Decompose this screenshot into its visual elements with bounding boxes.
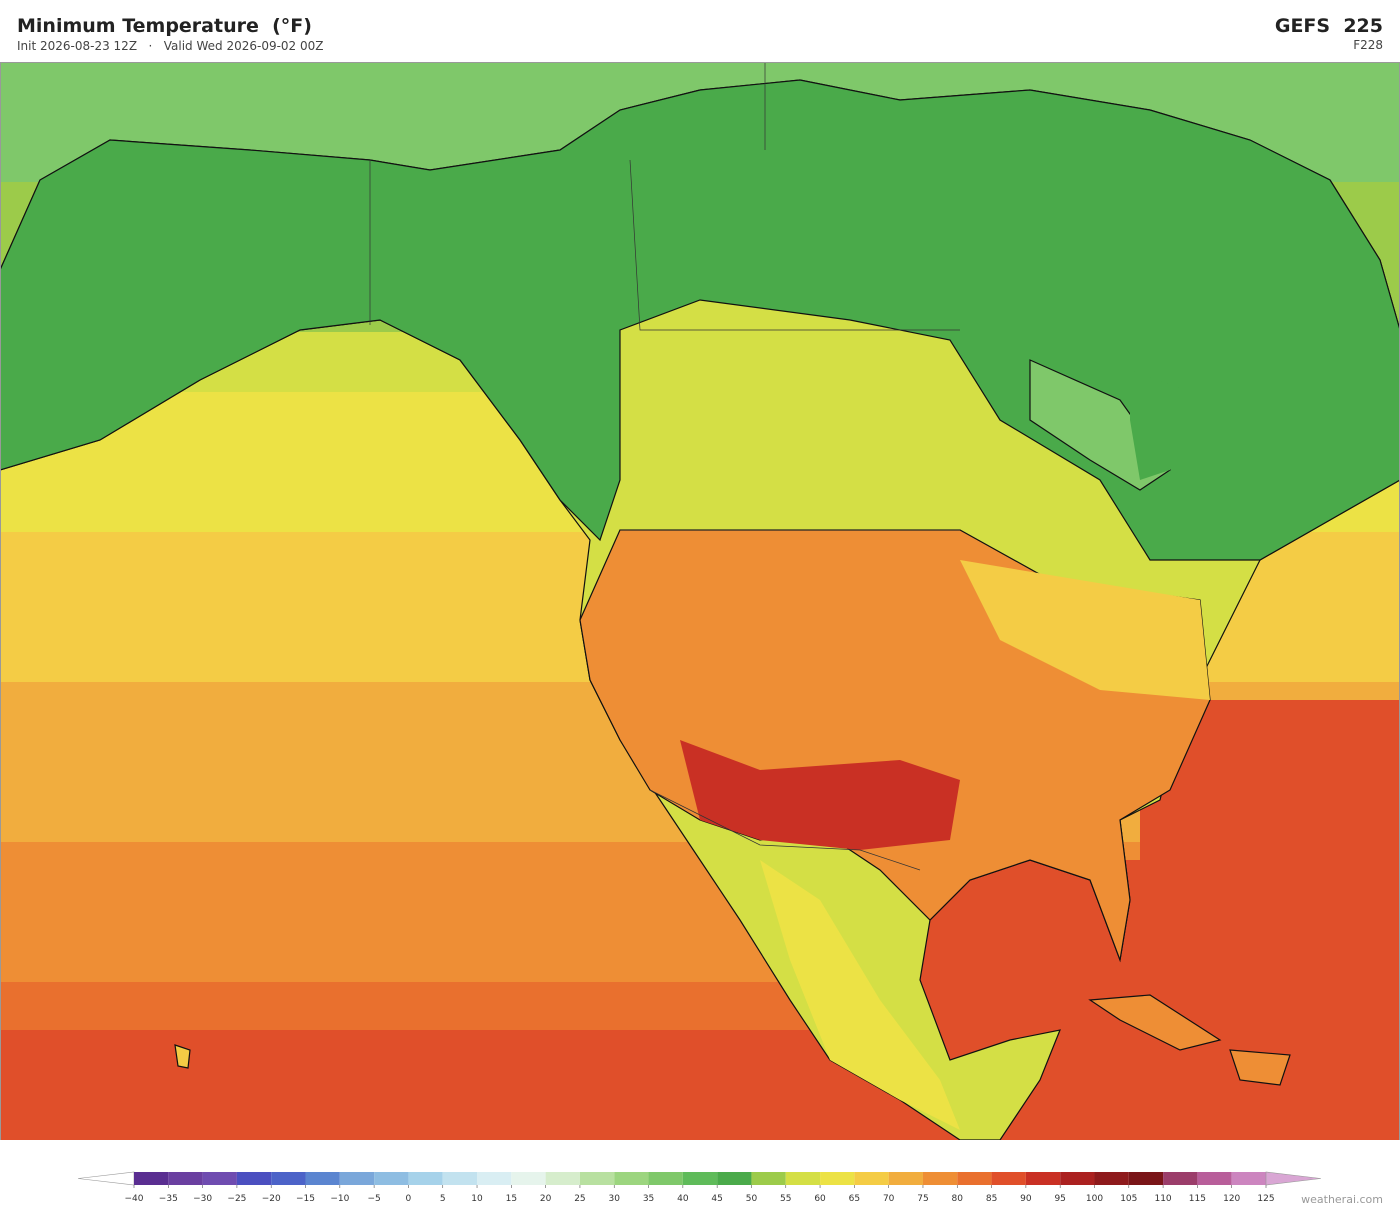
- colorbar-bin: [717, 1172, 752, 1185]
- colorbar-bin: [1197, 1172, 1232, 1185]
- colorbar-tick-label: −15: [296, 1194, 315, 1204]
- colorbar-over: [1265, 1171, 1321, 1186]
- colorbar-tick-label: 85: [986, 1194, 997, 1204]
- colorbar-bin: [271, 1172, 306, 1185]
- colorbar-bin: [408, 1172, 443, 1185]
- colorbar-under: [77, 1171, 135, 1186]
- colorbar-bin: [922, 1172, 958, 1185]
- subtitle: Init 2026-08-23 12Z · Valid Wed 2026-09-…: [17, 39, 324, 53]
- colorbar-tick-label: 45: [711, 1194, 722, 1204]
- colorbar-bin: [305, 1172, 340, 1185]
- colorbar-bin: [751, 1172, 786, 1185]
- colorbar-tick-label: 125: [1257, 1194, 1274, 1204]
- colorbar-bin: [545, 1172, 580, 1185]
- colorbar-bin: [648, 1172, 683, 1185]
- colorbar-tick-label: 70: [883, 1194, 895, 1204]
- colorbar-bin: [1231, 1172, 1266, 1185]
- colorbar-tick-label: 75: [917, 1194, 928, 1204]
- colorbar-bin: [1060, 1172, 1095, 1185]
- colorbar-bin: [168, 1172, 203, 1185]
- colorbar-bin: [888, 1172, 923, 1185]
- colorbar-bin: [1163, 1172, 1198, 1185]
- colorbar-bin: [236, 1172, 272, 1185]
- colorbar-tick-label: −25: [227, 1194, 246, 1204]
- colorbar-tick-label: 95: [1054, 1194, 1065, 1204]
- colorbar-bin: [957, 1172, 992, 1185]
- colorbar-tick-label: 105: [1120, 1194, 1137, 1204]
- colorbar-bin: [1025, 1172, 1061, 1185]
- colorbar-tick-label: 15: [506, 1194, 517, 1204]
- colorbar-tick-label: −35: [159, 1194, 178, 1204]
- title: Minimum Temperature (°F): [17, 15, 312, 37]
- forecast-hour: F228: [1353, 38, 1383, 52]
- colorbar-tick-label: 90: [1020, 1194, 1032, 1204]
- colorbar-tick-label: 50: [746, 1194, 758, 1204]
- colorbar-bin: [579, 1172, 615, 1185]
- colorbar-tick-label: 25: [574, 1194, 585, 1204]
- colorbar-bin: [991, 1172, 1026, 1185]
- colorbar-bin: [614, 1172, 649, 1185]
- colorbar-tick-label: −10: [330, 1194, 349, 1204]
- colorbar-tick-label: 65: [849, 1194, 860, 1204]
- credit: weatherai.com: [1301, 1193, 1383, 1206]
- borders: [369, 62, 960, 871]
- colorbar-tick-label: 20: [540, 1194, 552, 1204]
- colorbar-tick-label: 0: [406, 1194, 412, 1204]
- colorbar-tick-label: −40: [125, 1194, 144, 1204]
- map: [0, 62, 1400, 1140]
- colorbar-bin: [854, 1172, 889, 1185]
- colorbar-bin: [202, 1172, 237, 1185]
- colorbar-bin: [820, 1172, 855, 1185]
- colorbar-tick-label: −5: [367, 1194, 380, 1204]
- model: GEFS 225: [1274, 15, 1383, 37]
- colorbar-tick-label: 40: [677, 1194, 689, 1204]
- colorbar-tick-label: 110: [1154, 1194, 1171, 1204]
- colorbar-tick-label: −20: [262, 1194, 281, 1204]
- colorbar-tick-label: 5: [440, 1194, 446, 1204]
- colorbar-tick-label: 60: [814, 1194, 826, 1204]
- colorbar-tick-label: 120: [1223, 1194, 1240, 1204]
- colorbar-bin: [682, 1172, 718, 1185]
- colorbar-bin: [442, 1172, 478, 1185]
- colorbar-bin: [1128, 1172, 1164, 1185]
- colorbar-tick-label: 55: [780, 1194, 791, 1204]
- colorbar-tick-label: 115: [1189, 1194, 1206, 1204]
- colorbar-tick-label: 30: [609, 1194, 621, 1204]
- colorbar-tick-label: 35: [643, 1194, 654, 1204]
- colorbar-bin: [511, 1172, 546, 1185]
- colorbar-tick-label: 10: [471, 1194, 483, 1204]
- colorbar-tick-label: 80: [952, 1194, 964, 1204]
- colorbar-tick-label: −30: [193, 1194, 212, 1204]
- colorbar-bin: [374, 1172, 409, 1185]
- colorbar-bin: [477, 1172, 512, 1185]
- colorbar-bin: [1094, 1172, 1129, 1185]
- colorbar-tick-label: 100: [1086, 1194, 1103, 1204]
- colorbar-bin: [785, 1172, 821, 1185]
- colorbar-bin: [134, 1172, 169, 1185]
- land: [0, 79, 1400, 1140]
- colorbar-bin: [339, 1172, 375, 1185]
